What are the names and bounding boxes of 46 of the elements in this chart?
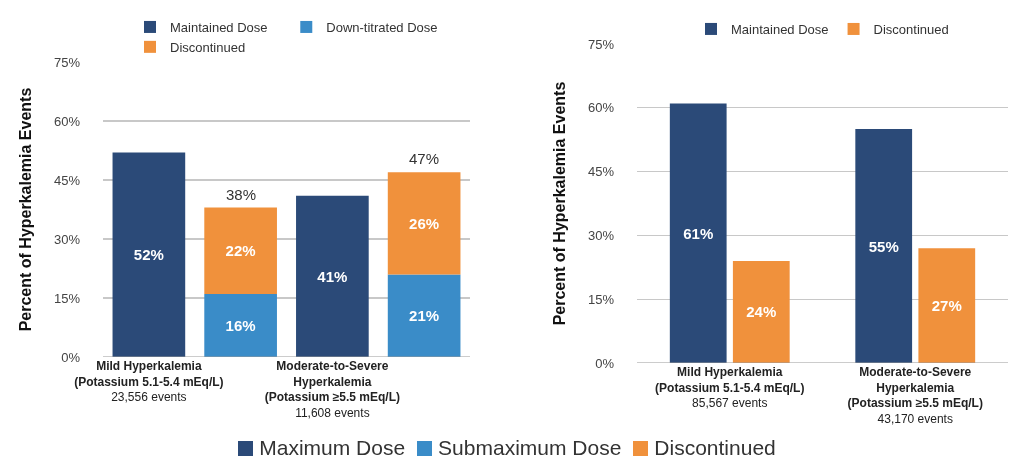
y-tick-label: 75% <box>53 54 81 70</box>
x-tick-label: Mild Hyperkalemia (Potassium 5.1-5.4 mEq/L) 85,567 events <box>655 365 805 411</box>
data-label: 27% <box>931 297 962 315</box>
legend-label: Discontinued <box>873 22 949 38</box>
y-tick-label: 45% <box>53 172 81 188</box>
data-label: 55% <box>868 237 899 255</box>
data-label: 26% <box>409 214 440 232</box>
x-tick-label: Moderate-to-Severe Hyperkalemia (Potassium ≥5.5 mEq/L) 43,170 events <box>847 365 983 426</box>
bar <box>732 260 790 363</box>
y-tick-label: 15% <box>587 291 615 307</box>
legend-label: Maintained Dose <box>731 22 829 38</box>
data-label: 21% <box>409 307 440 325</box>
text: Maximum Dose <box>259 436 406 459</box>
bar <box>669 103 727 363</box>
y-tick-label: 60% <box>587 100 615 116</box>
bar <box>204 207 277 295</box>
total-label: 38% <box>226 186 257 203</box>
data-label: 41% <box>317 267 348 285</box>
y-tick-label: 45% <box>587 164 615 180</box>
data-label: 16% <box>225 317 256 335</box>
data-label: 22% <box>225 242 256 260</box>
bar <box>296 195 369 357</box>
text: Submaximum Dose <box>438 436 622 459</box>
x-tick-label: Moderate-to-Severe Hyperkalemia (Potassium ≥5.5 mEq/L) 11,608 events <box>264 359 401 420</box>
bar <box>112 152 186 357</box>
y-tick-label: 15% <box>53 290 81 306</box>
y-tick-label: 30% <box>587 227 615 243</box>
legend-label: Down-titrated Dose <box>326 20 438 36</box>
bar <box>387 274 461 357</box>
data-label: 52% <box>133 246 164 264</box>
bar <box>918 248 976 363</box>
text: Discontinued <box>654 436 776 459</box>
bar <box>855 129 913 363</box>
legend-label: Discontinued <box>170 39 246 55</box>
y-axis-title: Percent of Hyperkalemia Events <box>550 81 568 326</box>
y-tick-label: 75% <box>587 36 615 52</box>
bar <box>387 172 461 275</box>
y-tick-label: 30% <box>53 231 81 247</box>
data-label: 61% <box>683 224 714 242</box>
legend-label: Maintained Dose <box>170 20 268 36</box>
y-tick-label: 0% <box>595 355 615 371</box>
data-label: 24% <box>746 303 777 321</box>
total-label: 47% <box>409 150 440 167</box>
bar <box>204 294 277 357</box>
y-tick-label: 60% <box>53 113 81 129</box>
y-axis-title: Percent of Hyperkalemia Events <box>16 87 34 332</box>
